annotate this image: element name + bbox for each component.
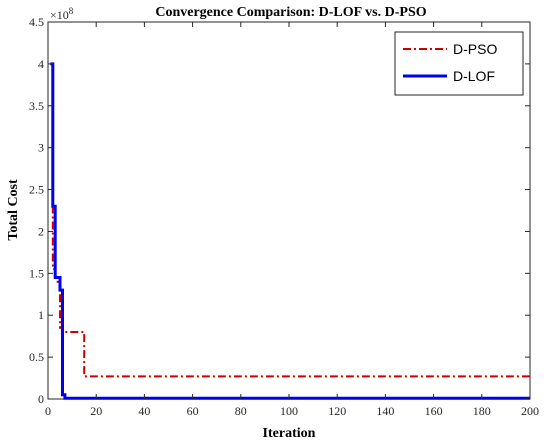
x-tick-label: 140 — [376, 404, 394, 418]
y-tick-label: 3.5 — [29, 99, 44, 113]
y-tick-label: 0 — [38, 392, 44, 406]
y-tick-label: 2 — [38, 224, 44, 238]
series-line-d-lof — [50, 62, 530, 400]
x-tick-label: 200 — [521, 404, 539, 418]
x-axis: 0 20 40 60 80 100 120 140 160 180 200 — [45, 22, 539, 418]
y-tick-label: 4.5 — [29, 15, 44, 29]
chart-title: Convergence Comparison: D-LOF vs. D-PSO — [155, 5, 426, 20]
legend-label-d-lof: D-LOF — [453, 68, 495, 84]
legend-label-d-pso: D-PSO — [453, 41, 497, 57]
y-tick-label: 1.5 — [29, 266, 44, 280]
legend: D-PSO D-LOF — [394, 31, 524, 96]
x-tick-label: 60 — [187, 404, 199, 418]
y-exponent-base: ×10 — [50, 8, 69, 22]
y-axis-exponent: ×108 — [50, 6, 74, 22]
x-tick-label: 180 — [473, 404, 491, 418]
y-tick-label: 4 — [38, 57, 44, 71]
y-tick-label: 0.5 — [29, 350, 44, 364]
x-tick-label: 80 — [235, 404, 247, 418]
series-layer — [50, 62, 530, 400]
y-axis: 0 0.5 1 1.5 2 2.5 3 3.5 4 4.5 — [29, 15, 530, 406]
x-tick-label: 160 — [425, 404, 443, 418]
x-tick-label: 100 — [280, 404, 298, 418]
y-axis-label: Total Cost — [6, 179, 21, 241]
legend-box — [394, 31, 524, 96]
x-tick-label: 0 — [45, 404, 51, 418]
y-tick-label: 2.5 — [29, 183, 44, 197]
y-tick-label: 3 — [38, 141, 44, 155]
y-tick-label: 1 — [38, 308, 44, 322]
x-tick-label: 40 — [138, 404, 150, 418]
x-tick-label: 120 — [328, 404, 346, 418]
x-tick-label: 20 — [90, 404, 102, 418]
x-axis-label: Iteration — [263, 426, 316, 441]
y-exponent-power: 8 — [69, 6, 74, 16]
